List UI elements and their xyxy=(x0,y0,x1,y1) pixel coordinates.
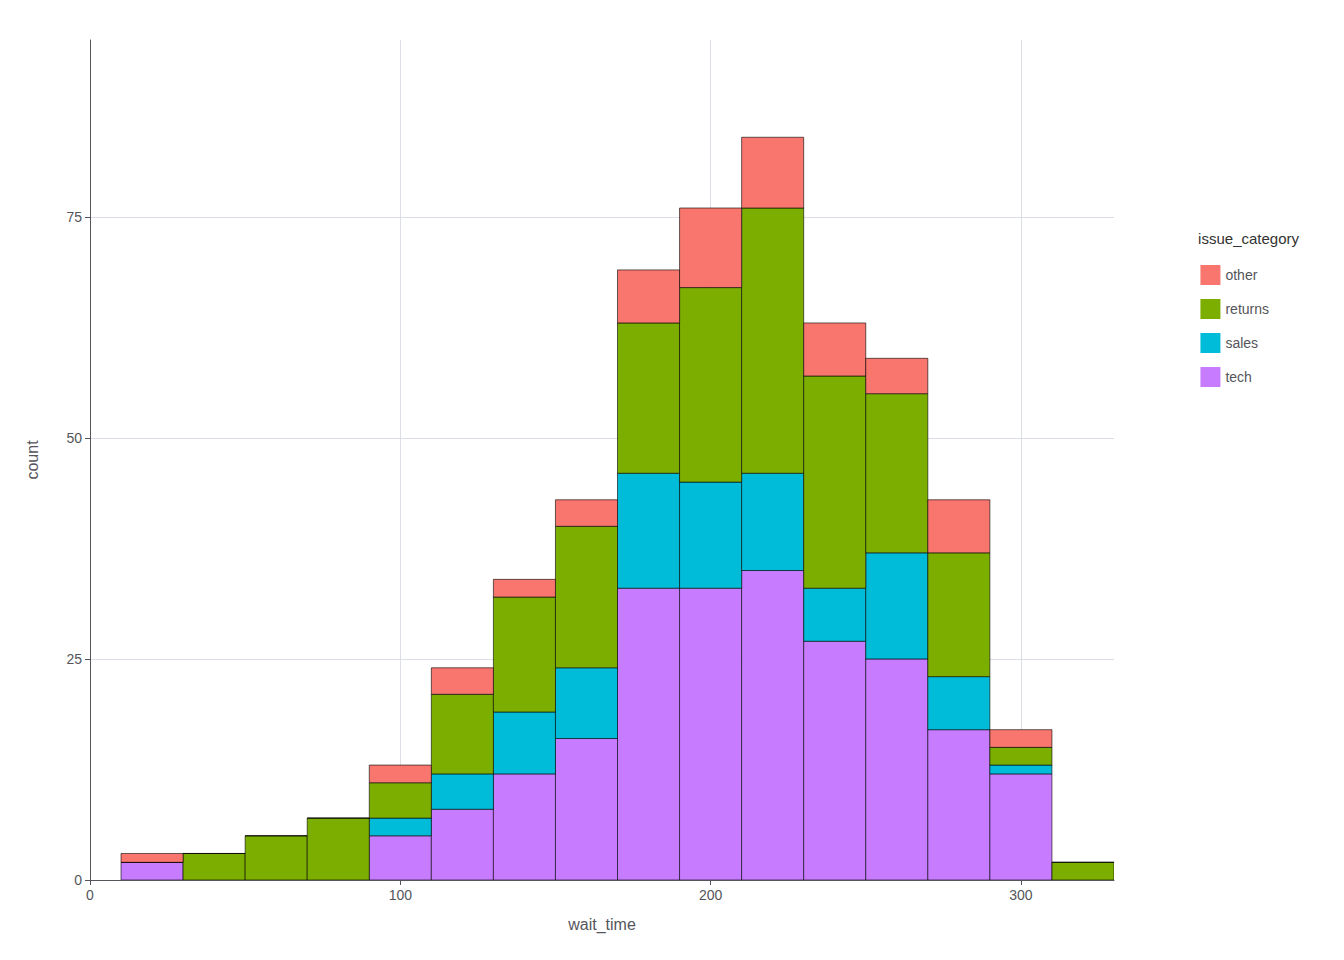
svg-text:100: 100 xyxy=(389,887,413,903)
svg-text:sales: sales xyxy=(1225,335,1258,351)
svg-text:count: count xyxy=(24,440,41,480)
svg-text:25: 25 xyxy=(66,651,82,667)
svg-text:75: 75 xyxy=(66,209,82,225)
svg-text:50: 50 xyxy=(66,430,82,446)
svg-text:returns: returns xyxy=(1225,301,1269,317)
svg-text:issue_category: issue_category xyxy=(1198,230,1299,247)
svg-text:300: 300 xyxy=(1009,887,1033,903)
svg-text:other: other xyxy=(1225,267,1257,283)
svg-text:tech: tech xyxy=(1225,369,1251,385)
svg-text:wait_time: wait_time xyxy=(567,916,636,934)
svg-text:0: 0 xyxy=(86,887,94,903)
svg-text:0: 0 xyxy=(74,872,82,888)
svg-text:200: 200 xyxy=(699,887,723,903)
